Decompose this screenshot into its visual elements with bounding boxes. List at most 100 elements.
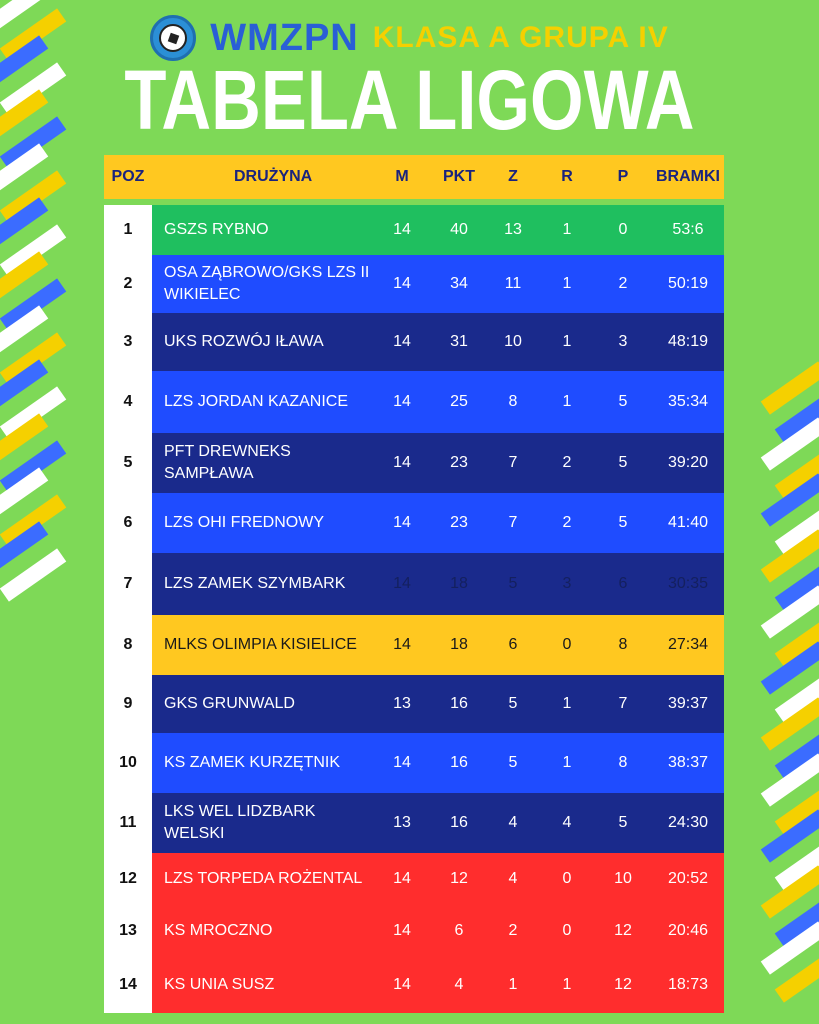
cell-z: 6 <box>508 636 518 653</box>
col-header-m: M <box>395 168 409 185</box>
table-row: 7 LZS ZAMEK SZYMBARK 14 18 5 3 6 30:35 <box>104 553 724 615</box>
cell-bramki: 38:37 <box>667 754 709 771</box>
table-row: 11 LKS WEL LIDZBARK WELSKI 13 16 4 4 5 24:30 <box>104 793 724 853</box>
cell-poz: 4 <box>104 371 152 433</box>
cell-poz: 6 <box>104 493 152 553</box>
cell-r: 0 <box>562 636 572 653</box>
cell-pkt: 18 <box>450 636 468 653</box>
cell-m: 14 <box>393 754 411 771</box>
cell-poz: 3 <box>104 313 152 371</box>
cell-bramki: 53:6 <box>672 221 704 238</box>
cell-team: LZS OHI FREDNOWY <box>164 514 325 532</box>
cell-pkt: 25 <box>450 393 468 410</box>
table-row: 2 OSA ZĄBROWO/GKS LZS II WIKIELEC 14 34 11 1 2… <box>104 255 724 313</box>
page-title: TABELA LIGOWA <box>124 53 695 147</box>
cell-m: 14 <box>393 393 411 410</box>
cell-poz: 7 <box>104 553 152 615</box>
cell-z: 4 <box>508 870 518 887</box>
league-subtitle: KLASA A GRUPA IV <box>372 21 669 54</box>
league-table: POZ DRUŻYNA M PKT Z R P BRAMKI 1 GSZS RYB… <box>104 155 724 1013</box>
cell-bramki: 20:52 <box>667 870 709 887</box>
cell-r: 0 <box>562 870 572 887</box>
cell-poz: 14 <box>104 957 152 1013</box>
cell-team: LZS JORDAN KAZANICE <box>164 393 349 411</box>
cell-pkt: 12 <box>450 870 468 887</box>
cell-r: 1 <box>562 333 572 350</box>
cell-poz: 13 <box>104 905 152 957</box>
cell-r: 3 <box>562 575 572 592</box>
cell-m: 14 <box>393 454 411 471</box>
cell-p: 12 <box>614 922 632 939</box>
cell-m: 14 <box>393 922 411 939</box>
soccer-ball-logo-icon <box>150 15 197 61</box>
cell-p: 5 <box>618 454 628 471</box>
cell-r: 1 <box>562 976 572 993</box>
cell-poz: 2 <box>104 255 152 313</box>
cell-team: PFT DREWNEKS SAMPŁAWA <box>164 443 291 482</box>
cell-p: 12 <box>614 976 632 993</box>
cell-pkt: 18 <box>450 575 468 592</box>
table-row: 8 MLKS OLIMPIA KISIELICE 14 18 6 0 8 27:34 <box>104 615 724 675</box>
header: WMZPN KLASA A GRUPA IV <box>0 10 819 66</box>
cell-m: 14 <box>393 514 411 531</box>
cell-m: 14 <box>393 976 411 993</box>
cell-pkt: 23 <box>450 454 468 471</box>
cell-r: 1 <box>562 695 572 712</box>
cell-r: 2 <box>562 514 572 531</box>
cell-team: LZS TORPEDA ROŻENTAL <box>164 870 363 888</box>
cell-team: GSZS RYBNO <box>164 221 269 239</box>
table-row: 10 KS ZAMEK KURZĘTNIK 14 16 5 1 8 38:37 <box>104 733 724 793</box>
cell-p: 5 <box>618 393 628 410</box>
cell-z: 7 <box>508 514 518 531</box>
cell-pkt: 16 <box>450 814 468 831</box>
col-header-pkt: PKT <box>443 168 475 185</box>
table-row: 1 GSZS RYBNO 14 40 13 1 0 53:6 <box>104 205 724 255</box>
cell-z: 11 <box>504 275 522 292</box>
cell-p: 2 <box>618 275 628 292</box>
cell-poz: 10 <box>104 733 152 793</box>
cell-bramki: 41:40 <box>667 514 709 531</box>
cell-m: 14 <box>393 575 411 592</box>
cell-z: 5 <box>508 575 518 592</box>
cell-m: 14 <box>393 870 411 887</box>
cell-p: 5 <box>618 814 628 831</box>
cell-bramki: 48:19 <box>667 333 709 350</box>
cell-pkt: 4 <box>454 976 464 993</box>
cell-r: 1 <box>562 275 572 292</box>
cell-poz: 11 <box>104 793 152 853</box>
cell-pkt: 34 <box>450 275 468 292</box>
table-row: 12 LZS TORPEDA ROŻENTAL 14 12 4 0 10 20:52 <box>104 853 724 905</box>
cell-bramki: 35:34 <box>667 393 709 410</box>
cell-bramki: 30:35 <box>667 575 709 592</box>
cell-poz: 9 <box>104 675 152 733</box>
cell-z: 7 <box>508 454 518 471</box>
cell-p: 5 <box>618 514 628 531</box>
table-row: 6 LZS OHI FREDNOWY 14 23 7 2 5 41:40 <box>104 493 724 553</box>
cell-bramki: 20:46 <box>667 922 709 939</box>
cell-poz: 12 <box>104 853 152 905</box>
col-header-z: Z <box>508 168 518 185</box>
cell-bramki: 50:19 <box>667 275 709 292</box>
table-row: 4 LZS JORDAN KAZANICE 14 25 8 1 5 35:34 <box>104 371 724 433</box>
cell-bramki: 39:20 <box>667 454 709 471</box>
cell-r: 4 <box>562 814 572 831</box>
cell-p: 8 <box>618 754 628 771</box>
cell-z: 4 <box>508 814 518 831</box>
cell-bramki: 27:34 <box>667 636 709 653</box>
cell-pkt: 40 <box>450 221 468 238</box>
decorative-stripes-right <box>729 361 819 1020</box>
cell-pkt: 23 <box>450 514 468 531</box>
cell-poz: 8 <box>104 615 152 675</box>
cell-m: 13 <box>393 695 411 712</box>
cell-z: 8 <box>508 393 518 410</box>
cell-p: 6 <box>618 575 628 592</box>
cell-m: 14 <box>393 221 411 238</box>
cell-team: MLKS OLIMPIA KISIELICE <box>164 636 357 654</box>
cell-team: LKS WEL LIDZBARK WELSKI <box>164 803 316 842</box>
cell-m: 14 <box>393 636 411 653</box>
cell-z: 10 <box>504 333 522 350</box>
table-body: 1 GSZS RYBNO 14 40 13 1 0 53:6 2 OSA ZĄBROWO/GKS … <box>104 205 724 1013</box>
cell-pkt: 16 <box>450 695 468 712</box>
cell-team: GKS GRUNWALD <box>164 695 295 713</box>
cell-team: KS UNIA SUSZ <box>164 976 275 994</box>
